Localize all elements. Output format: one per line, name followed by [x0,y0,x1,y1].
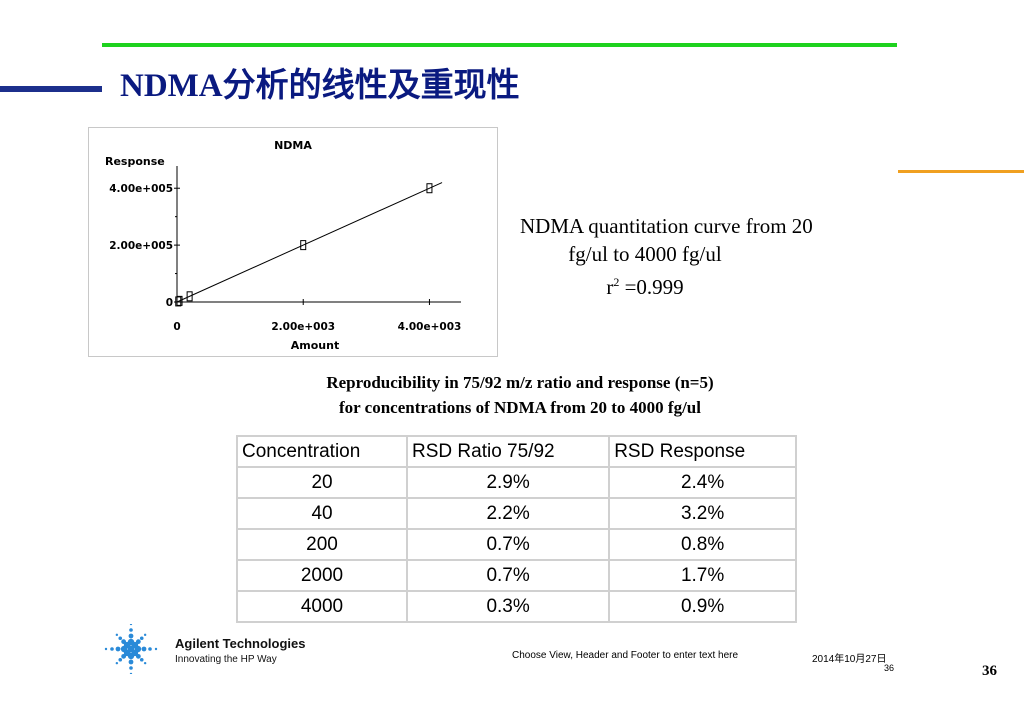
data-point [176,295,183,306]
logo-dot [139,657,144,662]
table-row: 2000 0.7% 1.7% [235,559,797,592]
y-tick-label: 4.00e+005 [109,183,173,195]
y-tick-label: 2.00e+005 [109,240,173,252]
logo-dot [115,646,121,652]
logo-dot [115,661,119,665]
x-tick-label: 0 [173,321,180,333]
logo-dot [129,624,133,626]
table-row: 4000 0.3% 0.9% [235,590,797,623]
cell-rsd-response: 3.2% [608,497,797,530]
slide-title: NDMA分析的线性及重现性 [120,68,520,104]
cell-rsd-response: 2.4% [608,466,797,499]
logo-dot [128,659,134,665]
logo-dot [129,672,133,674]
brand-block: Agilent Technologies Innovating the HP W… [175,636,306,665]
x-axis-label: Amount [291,339,339,352]
logo-dot [148,647,152,651]
chart-caption: NDMA quantitation curve from 20 fg/ul to… [520,212,813,301]
header-concentration: Concentration [235,435,409,468]
logo-dot [154,647,158,651]
agilent-spark-logo-icon [104,624,158,674]
data-point [300,240,307,251]
table-row: 40 2.2% 3.2% [235,497,797,530]
logo-dot [141,646,147,652]
cell-concentration: 200 [235,528,409,561]
caption-line-3: r2 =0.999 [520,268,770,301]
logo-dot [143,633,147,637]
logo-dot [121,653,127,659]
brand-name: Agilent Technologies [175,636,306,651]
orange-rule [898,170,1024,173]
calibration-chart: NDMA Response Amount 0 2.00e+005 4.00e+005 0 2.… [105,139,462,352]
cell-rsd-ratio: 0.7% [406,559,611,592]
cell-concentration: 40 [235,497,409,530]
data-point [175,296,182,307]
y-axis-label: Response [105,155,165,168]
logo-dot [118,636,123,641]
caption-superscript: 2 [613,275,620,289]
cell-rsd-response: 0.9% [608,590,797,623]
footer-small-number: 36 [884,663,895,673]
table-header-row: Concentration RSD Ratio 75/92 RSD Respon… [235,435,797,468]
footer-center-text: Choose View, Header and Footer to enter … [512,650,739,661]
chart-panel: NDMA Response Amount 0 2.00e+005 4.00e+005 0 2.… [88,127,498,357]
table-row: 200 0.7% 0.8% [235,528,797,561]
logo-dot [110,647,114,651]
header-rsd-response: RSD Response [608,435,797,468]
chart-title: NDMA [274,139,312,152]
logo-dot [115,633,119,637]
y-tick-label: 0 [166,297,173,309]
green-rule [102,43,897,47]
logo-dot [128,633,134,639]
cell-rsd-ratio: 0.7% [406,528,611,561]
data-point [186,291,193,302]
navy-rule [0,86,102,92]
repro-line-1: Reproducibility in 75/92 m/z ratio and r… [326,373,714,392]
logo-dot [129,628,133,632]
logo-dot [143,661,147,665]
cell-rsd-response: 1.7% [608,559,797,592]
page-number: 36 [982,663,997,679]
cell-concentration: 20 [235,466,409,499]
caption-line-2: fg/ul to 4000 fg/ul [568,242,722,266]
repro-line-2: for concentrations of NDMA from 20 to 40… [339,398,701,417]
logo-dot [139,636,144,641]
table-row: 20 2.9% 2.4% [235,466,797,499]
reproducibility-heading: Reproducibility in 75/92 m/z ratio and r… [220,370,820,420]
footer-date: 2014年10月27日 [812,654,887,665]
logo-center-dot [127,645,135,653]
x-tick-label: 2.00e+003 [271,321,335,333]
logo-dot [129,666,133,670]
logo-dot [135,653,141,659]
cell-rsd-ratio: 0.3% [406,590,611,623]
caption-r: r [606,275,614,299]
header-rsd-ratio: RSD Ratio 75/92 [406,435,611,468]
cell-rsd-ratio: 2.2% [406,497,611,530]
cell-rsd-ratio: 2.9% [406,466,611,499]
caption-line-1: NDMA quantitation curve from 20 [520,214,813,238]
logo-dot [135,639,141,645]
rsd-table: Concentration RSD Ratio 75/92 RSD Respon… [235,435,797,623]
cell-concentration: 2000 [235,559,409,592]
brand-tagline: Innovating the HP Way [175,654,277,665]
logo-dot [121,639,127,645]
caption-value: =0.999 [619,275,684,299]
logo-dot [118,657,123,662]
data-point [426,183,433,194]
fit-line [176,182,443,303]
x-tick-label: 4.00e+003 [398,321,462,333]
cell-concentration: 4000 [235,590,409,623]
logo-dot [104,647,108,651]
cell-rsd-response: 0.8% [608,528,797,561]
